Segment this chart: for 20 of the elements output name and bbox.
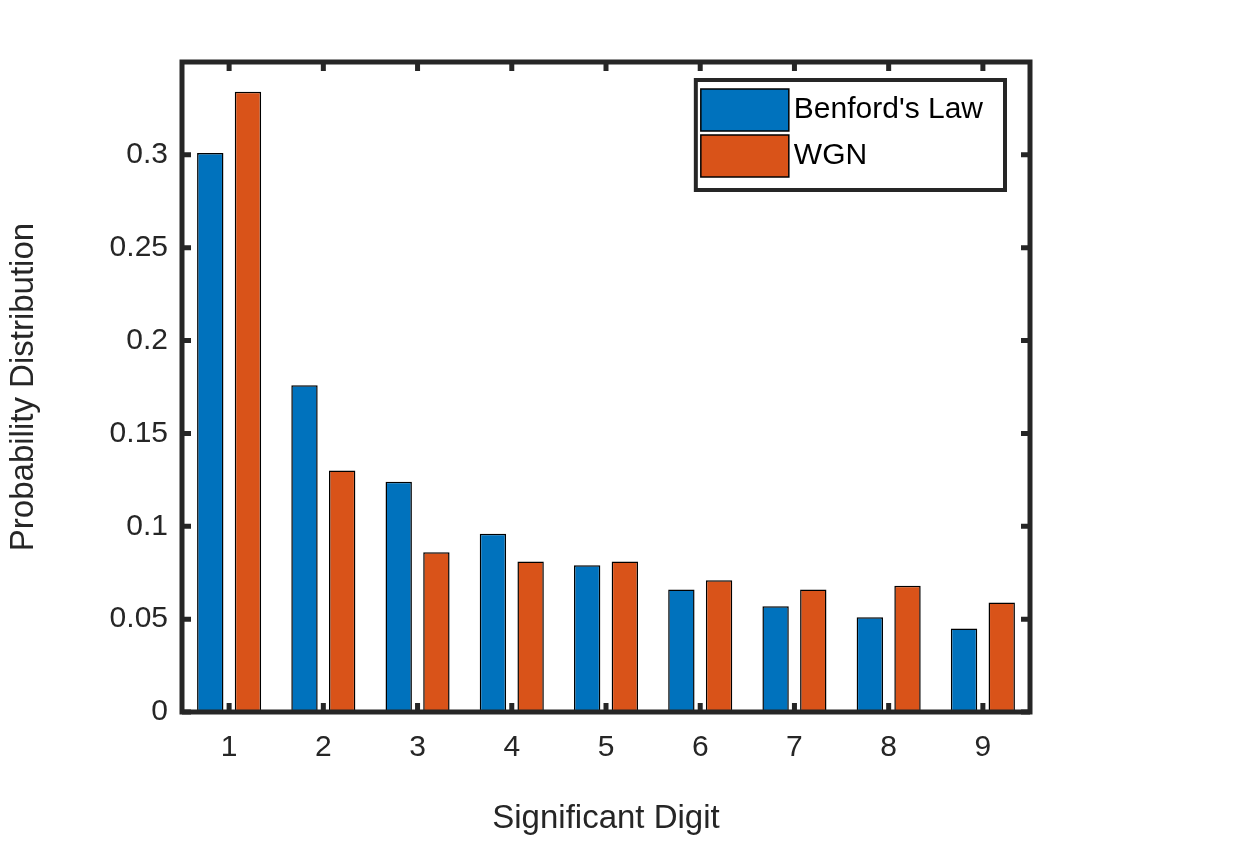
x-tick-label: 7 xyxy=(786,729,803,763)
x-tick-label: 1 xyxy=(220,729,238,763)
y-tick-label: 0.3 xyxy=(126,136,168,170)
y-tick-label: 0.25 xyxy=(109,228,168,262)
x-tick-label: 4 xyxy=(503,729,521,763)
x-tick-label: 8 xyxy=(880,729,898,763)
x-axis-title: Significant Digit xyxy=(492,798,720,836)
legend-label: WGN xyxy=(793,137,868,171)
y-tick-label: 0.2 xyxy=(126,321,168,355)
x-tick-label: 6 xyxy=(691,729,709,763)
x-tick-label: 9 xyxy=(974,729,992,763)
x-tick-label: 3 xyxy=(409,729,426,763)
legend-label: Benford's Law xyxy=(793,91,984,125)
y-tick-label: 0.15 xyxy=(109,414,168,448)
y-tick-label: 0 xyxy=(151,693,168,727)
y-tick-label: 0.1 xyxy=(126,507,168,541)
x-tick-label: 2 xyxy=(314,729,332,763)
y-axis-title: Probability Distribution xyxy=(2,222,40,552)
y-tick-label: 0.05 xyxy=(109,600,168,634)
x-tick-label: 5 xyxy=(597,729,615,763)
